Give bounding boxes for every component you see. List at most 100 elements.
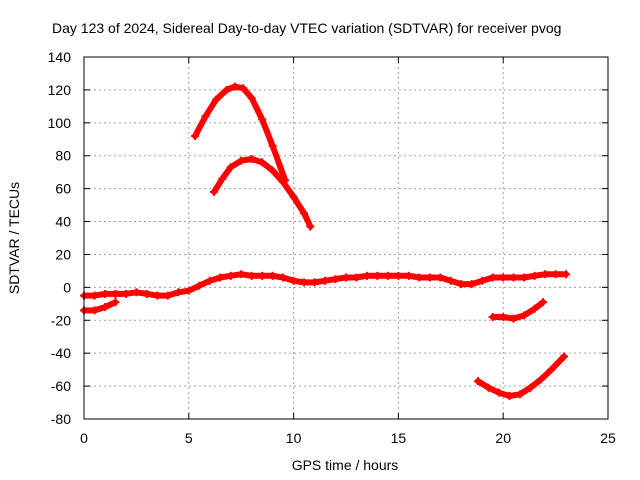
data-point [530,271,539,280]
data-point [484,383,493,392]
data-point [279,273,288,282]
data-point [478,276,487,285]
y-tick-label: 20 [55,246,71,262]
data-point [191,131,200,140]
data-point [425,273,434,282]
data-point [268,271,277,280]
data-point [184,286,193,295]
data-point [90,306,99,315]
data-point [163,291,172,300]
data-point [394,271,403,280]
data-point [212,95,221,104]
x-tick-label: 20 [495,430,511,446]
data-point [306,222,315,231]
data-point [362,271,371,280]
series-segment-late-minus65 [475,353,567,399]
x-tick-label: 5 [185,430,193,446]
data-point [258,271,267,280]
data-point [331,275,340,284]
y-tick-label: 40 [55,214,71,230]
series-layer [80,82,571,400]
data-point [100,303,109,312]
y-tick-label: 80 [55,148,71,164]
x-tick-label: 10 [286,430,302,446]
y-tick-label: 0 [63,279,71,295]
data-point [279,178,288,187]
data-point [520,273,529,282]
data-point [153,291,162,300]
data-point [499,312,508,321]
data-point [121,289,130,298]
x-tick-label: 0 [80,430,88,446]
data-point [530,304,539,313]
data-point [383,271,392,280]
data-point [209,187,218,196]
data-point [195,281,204,290]
y-tick-label: 120 [48,82,72,98]
data-point [547,365,556,374]
data-point [551,270,560,279]
series-segment-early-low [81,299,119,314]
x-tick-label: 15 [391,430,407,446]
data-point [520,311,529,320]
data-point [474,377,483,386]
data-point [226,163,235,172]
x-axis-title: GPS time / hours [292,457,399,473]
data-point [539,298,548,307]
y-tick-label: 140 [48,49,72,65]
data-point [142,289,151,298]
data-point [218,174,227,183]
data-point [457,280,466,289]
y-tick-label: 100 [48,115,72,131]
tick-layer: 0 5 10 15 20 25 -80 -60 -40 -20 0 20 40 60 80 100 120 140 [48,49,616,446]
data-point [258,158,267,167]
data-point [559,352,568,361]
data-point [300,278,309,287]
data-point [488,273,497,282]
data-point [310,278,319,287]
chart-title: Day 123 of 2024, Sidereal Day-to-day VTE… [52,20,561,36]
data-point [446,276,455,285]
y-tick-label: -80 [51,411,71,427]
data-point [247,94,256,103]
data-point [562,270,571,279]
data-point [526,383,535,392]
y-tick-label: 60 [55,181,71,197]
data-point [342,273,350,282]
data-point [321,276,330,285]
data-point [541,270,550,279]
data-point [300,209,309,218]
data-point [509,273,518,282]
data-point [289,192,298,201]
data-point [404,271,413,280]
data-point [505,391,514,400]
y-axis-title: SDTVAR / TECUs [6,182,22,294]
series-arc-peak-78 [211,156,314,230]
data-point [237,156,246,165]
data-point [467,280,476,289]
y-tick-label: -40 [51,345,71,361]
data-point [226,271,235,280]
data-point [174,288,183,297]
data-point [230,82,239,91]
data-point [289,276,298,285]
data-point [509,314,518,323]
data-point [499,273,508,282]
data-point [415,273,424,282]
x-tick-label: 25 [600,430,616,446]
data-point [205,276,214,285]
data-point [100,289,109,298]
data-point [237,270,246,279]
data-point [247,155,256,164]
data-point [436,273,445,282]
data-point [132,288,141,297]
data-point [111,289,120,298]
data-point [352,273,361,282]
plot-frame [83,56,609,420]
data-point [90,291,99,300]
data-point [268,141,277,150]
data-point [373,271,382,280]
series-arc-peak-120 [192,83,289,184]
data-point [201,112,210,121]
